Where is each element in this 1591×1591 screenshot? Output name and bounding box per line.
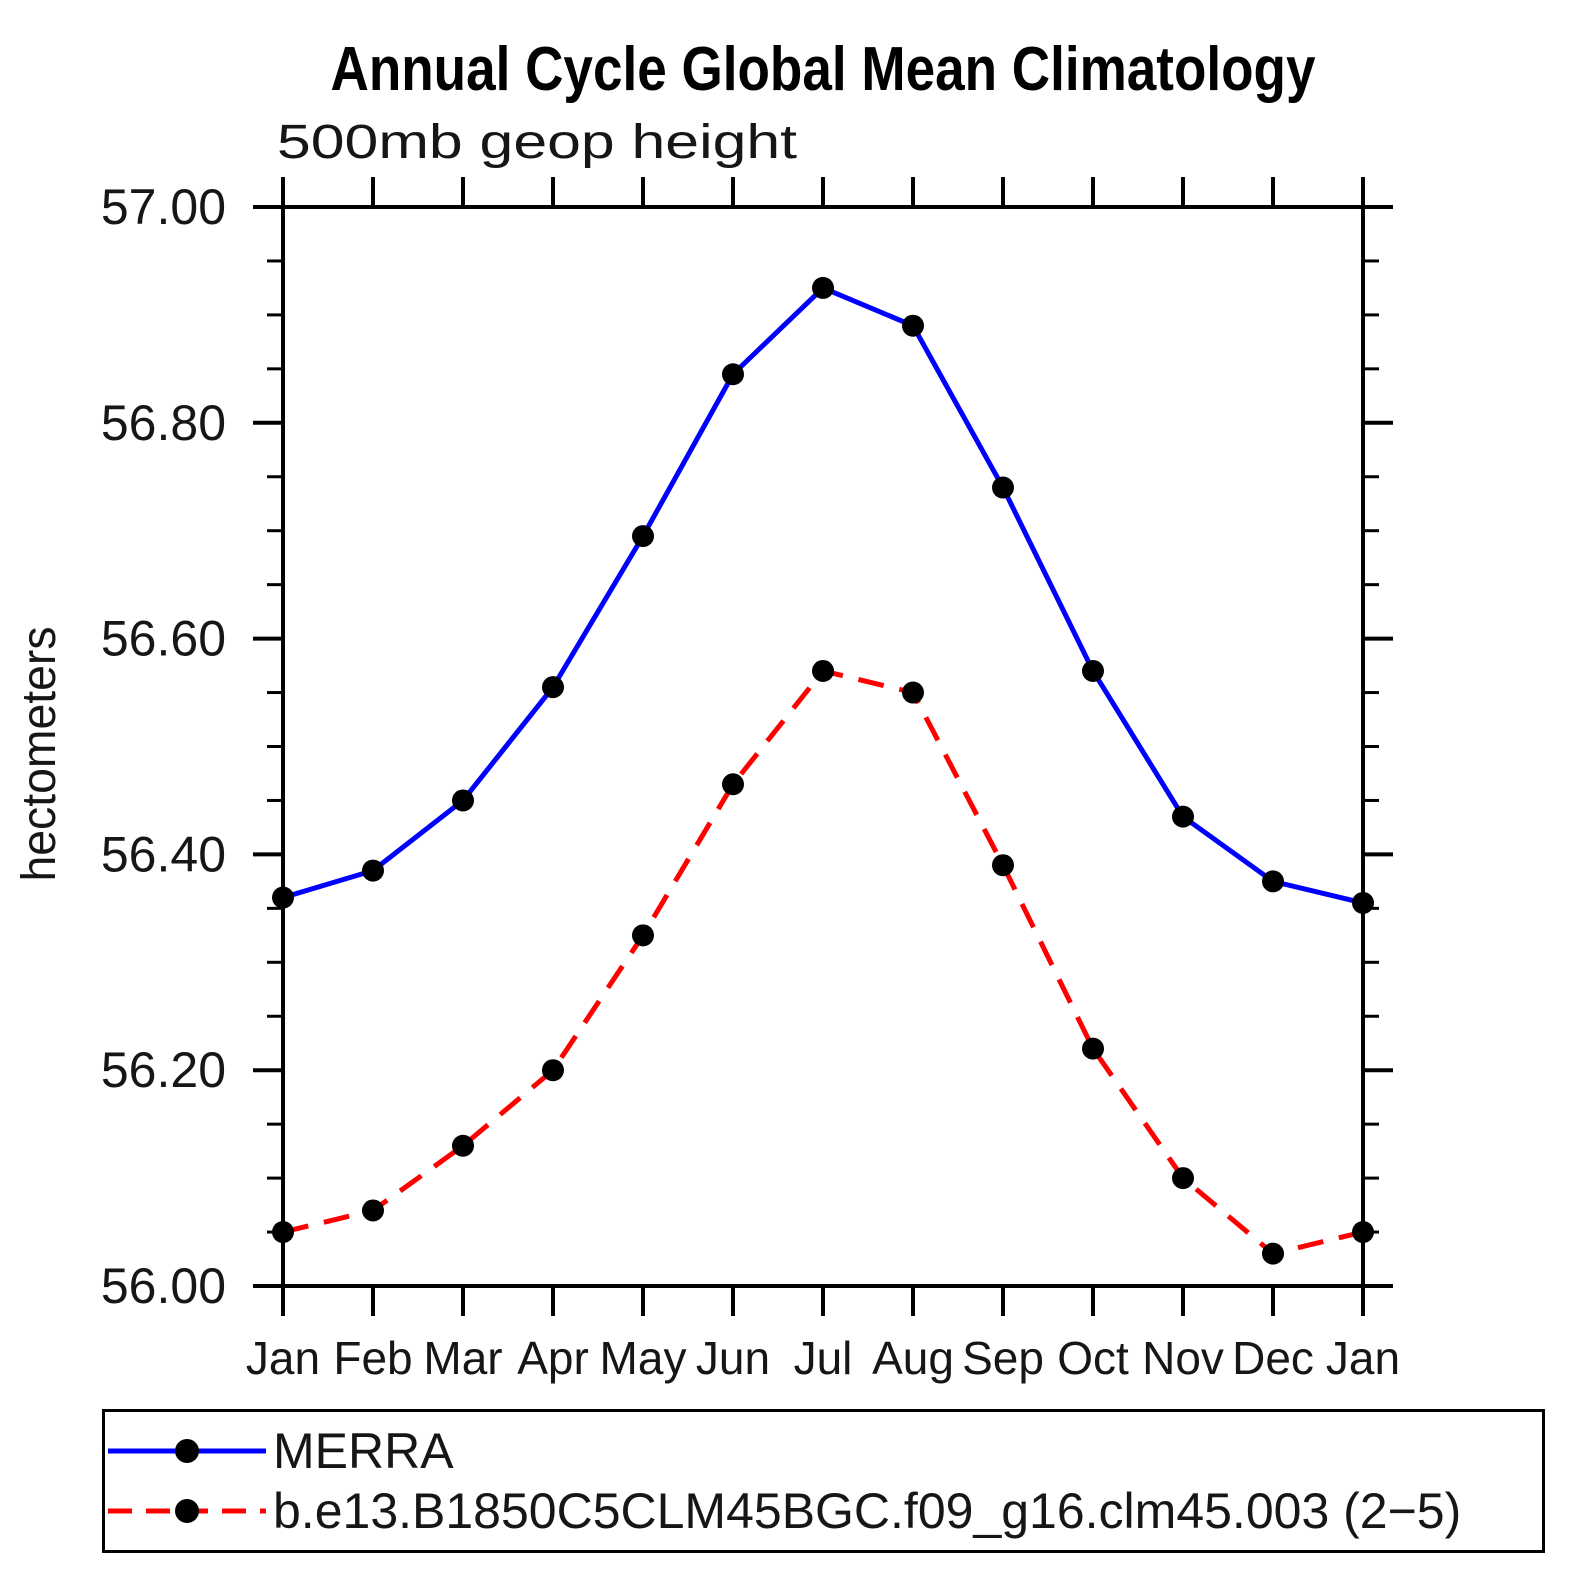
data-point xyxy=(632,525,654,548)
x-tick-label: Feb xyxy=(333,1332,412,1384)
x-tick-label: Apr xyxy=(517,1332,589,1384)
data-point xyxy=(1262,1242,1284,1265)
data-point xyxy=(902,681,924,704)
x-tick-label: Oct xyxy=(1057,1332,1129,1384)
y-tick-label: 56.20 xyxy=(101,1042,226,1098)
data-point xyxy=(992,854,1014,877)
data-point xyxy=(362,1199,384,1222)
series-layer xyxy=(272,276,1374,1265)
legend-marker-icon xyxy=(175,1499,199,1524)
series-line-merra xyxy=(282,285,1364,906)
data-point xyxy=(1172,1167,1194,1190)
y-tick-label: 56.60 xyxy=(101,611,226,667)
legend-marker-icon xyxy=(175,1438,199,1463)
chart-title: Annual Cycle Global Mean Climatology xyxy=(331,35,1316,104)
data-point xyxy=(272,886,294,909)
data-point xyxy=(1082,659,1104,682)
x-tick-label: Jan xyxy=(1326,1332,1400,1384)
x-tick-label: Aug xyxy=(872,1332,954,1384)
axis-frame xyxy=(281,205,1365,1288)
y-tick-label: 57.00 xyxy=(101,179,226,235)
data-point xyxy=(722,363,744,386)
x-tick-label: Mar xyxy=(423,1332,502,1384)
chart-subtitle: 500mb geop height xyxy=(277,116,797,169)
legend-item-merra: MERRA xyxy=(105,1422,1542,1479)
y-tick-label: 56.80 xyxy=(101,395,226,451)
data-point xyxy=(542,676,564,699)
data-point xyxy=(1262,870,1284,893)
legend-item-model: b.e13.B1850C5CLM45BGC.f09_g16.clm45.003 … xyxy=(105,1483,1542,1540)
legend-box: MERRA b.e13.B1850C5CLM45BGC.f09_g16.clm4… xyxy=(102,1409,1545,1553)
x-tick-label: Sep xyxy=(962,1332,1044,1384)
y-axis-label: hectometers xyxy=(13,627,66,882)
data-point xyxy=(1082,1037,1104,1060)
data-point xyxy=(1352,1221,1374,1244)
x-tick-label: Nov xyxy=(1142,1332,1224,1384)
y-tick-label: 56.40 xyxy=(101,826,226,882)
data-point xyxy=(1352,891,1374,914)
data-point xyxy=(812,659,834,682)
y-tick-label: 56.00 xyxy=(101,1258,226,1314)
data-point xyxy=(452,1134,474,1157)
x-tick-label: Jul xyxy=(794,1332,853,1384)
data-point xyxy=(722,773,744,796)
data-point xyxy=(992,476,1014,499)
x-tick-label: Jan xyxy=(246,1332,320,1384)
data-point xyxy=(1172,805,1194,828)
x-tick-label: May xyxy=(600,1332,687,1384)
data-point xyxy=(812,276,834,299)
legend-line-sample-merra xyxy=(108,1438,266,1463)
legend-label-merra: MERRA xyxy=(273,1422,454,1479)
x-tick-label: Jun xyxy=(696,1332,770,1384)
data-point xyxy=(902,314,924,337)
data-point xyxy=(452,789,474,812)
legend-label-model: b.e13.B1850C5CLM45BGC.f09_g16.clm45.003 … xyxy=(273,1483,1462,1540)
x-tick-label: Dec xyxy=(1232,1332,1314,1384)
series-line-model xyxy=(282,668,1364,1257)
legend-line-sample-model xyxy=(108,1499,266,1524)
data-point xyxy=(362,859,384,882)
data-point xyxy=(542,1059,564,1082)
data-point xyxy=(272,1221,294,1244)
data-point xyxy=(632,924,654,947)
